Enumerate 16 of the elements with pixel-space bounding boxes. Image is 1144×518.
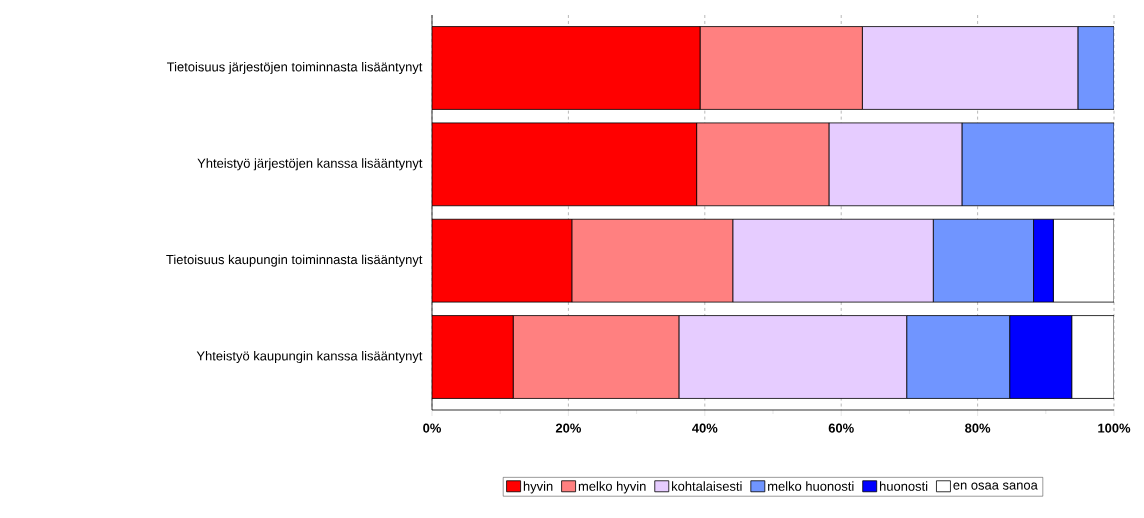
x-tick-label: 0% [423,423,442,433]
x-tick-label: 40% [692,423,718,433]
x-tick-label: 80% [965,423,991,433]
x-tick-label: 100% [1098,423,1131,433]
legend-label: melko huonosti [768,481,854,491]
legend-label: en osaa sanoa [953,482,1038,490]
y-tick-label: Tietoisuus järjestöjen toiminnasta lisääntynyt [166,61,423,75]
legend-label: melko hyvin [578,481,646,494]
y-tick-label: Yhteistyö järjestöjen kanssa lisääntynyt [197,158,423,171]
y-tick-label: Tietoisuus kaupungin toiminnasta lisääntynyt [166,254,423,267]
legend-label: huonosti [879,481,928,491]
y-tick-label: Yhteistyö kaupungin kanssa lisääntynyt [196,350,423,364]
legend-label: kohtalaisesti [672,481,742,491]
legend-label: hyvin [523,481,553,494]
x-tick-label: 20% [555,423,582,433]
x-tick-label: 60% [828,423,854,433]
